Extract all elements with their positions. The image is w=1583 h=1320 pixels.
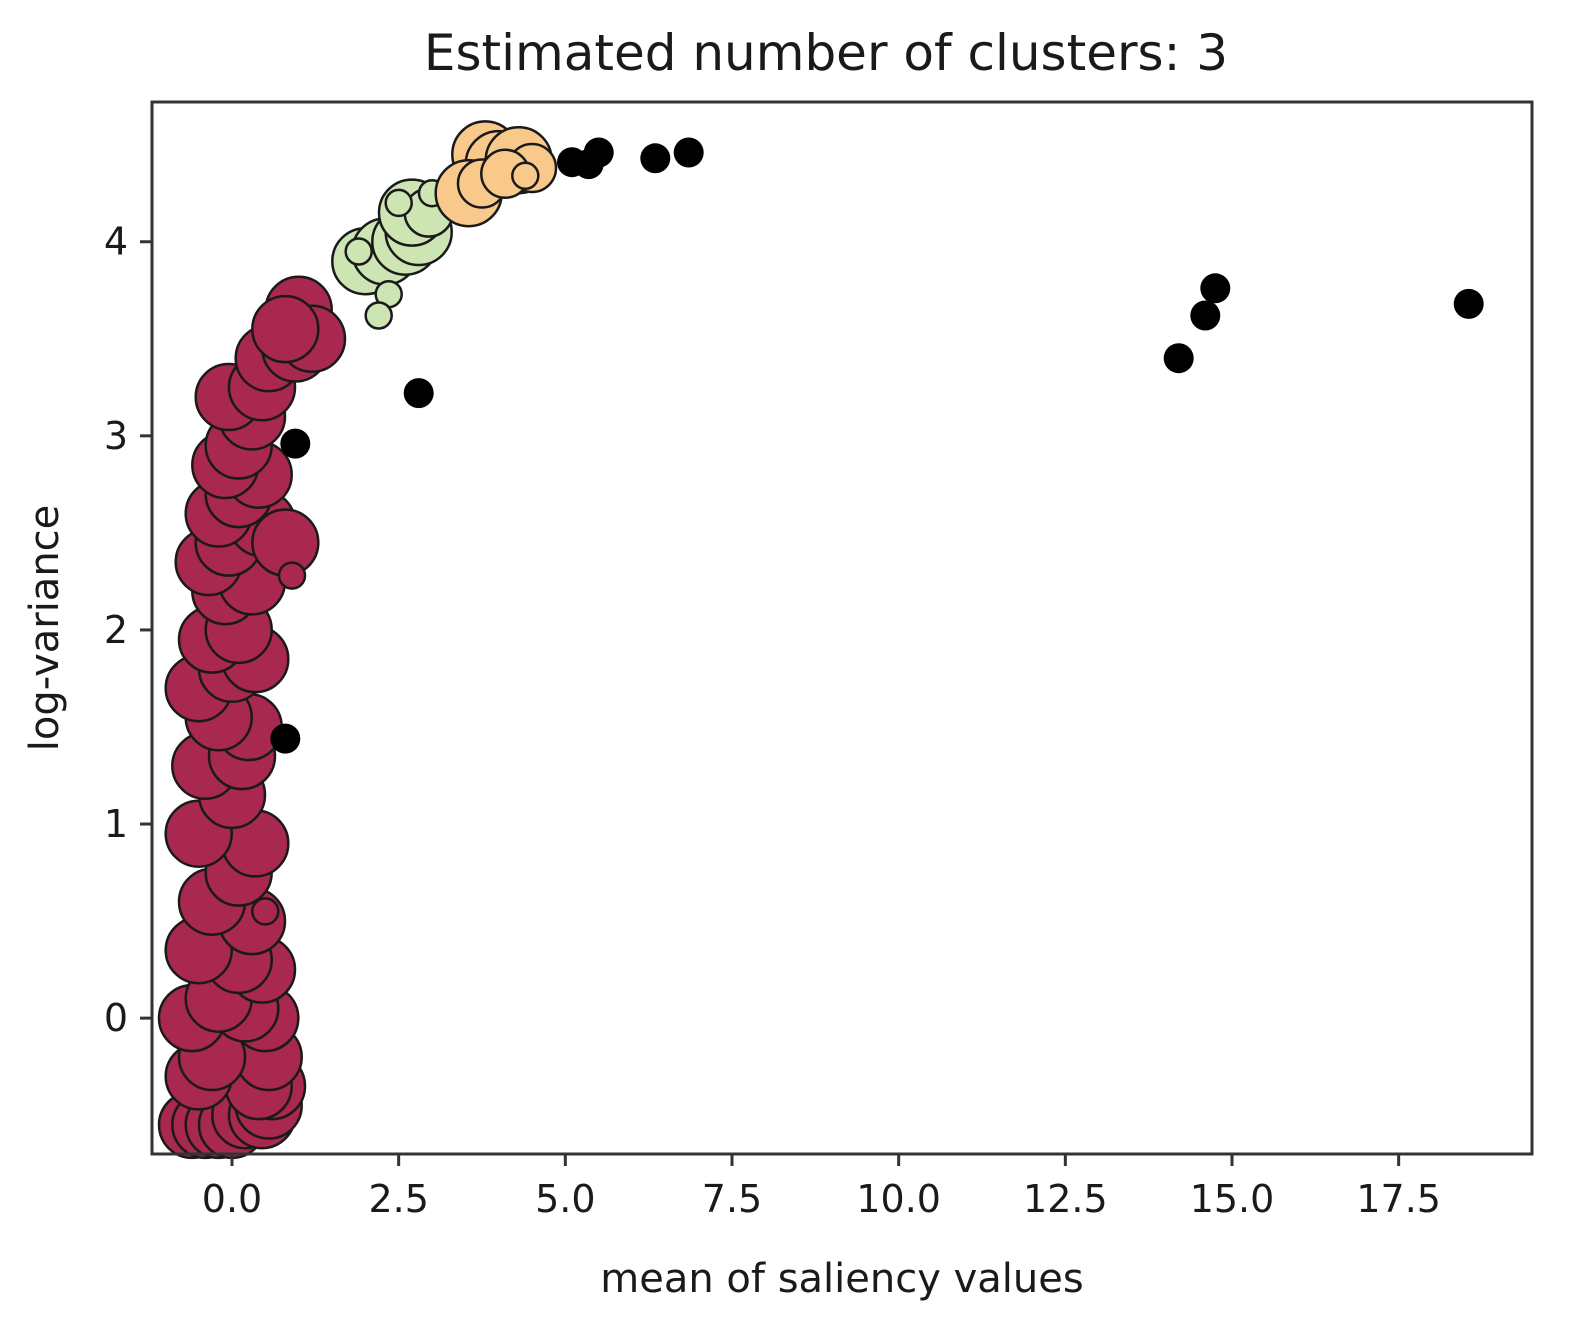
plot-points (157, 120, 1484, 1160)
x-tick-label: 17.5 (1356, 1177, 1441, 1221)
y-tick-label: 1 (104, 802, 128, 846)
cluster-1-point-6 (344, 237, 373, 266)
noise-point-9 (1190, 300, 1221, 331)
x-tick-label: 7.5 (702, 1177, 762, 1221)
cluster-0-point-54 (277, 561, 307, 590)
noise-point-6 (280, 428, 311, 459)
noise-point-2 (583, 137, 614, 168)
chart-title: Estimated number of clusters: 3 (424, 24, 1228, 82)
y-axis-label: log-variance (22, 505, 68, 752)
noise-point-5 (403, 378, 434, 409)
noise-point-10 (1200, 273, 1231, 304)
x-tick-label: 0.0 (202, 1177, 262, 1221)
series-cluster-1 (331, 178, 454, 330)
noise-point-3 (640, 143, 671, 174)
x-tick-label: 15.0 (1190, 1177, 1275, 1221)
noise-point-4 (673, 137, 704, 168)
noise-point-7 (270, 723, 301, 754)
series-cluster-0 (157, 275, 347, 1160)
series-cluster-2 (434, 120, 558, 228)
x-tick-label: 10.0 (856, 1177, 941, 1221)
y-tick-label: 2 (104, 608, 128, 652)
y-tick-label: 3 (104, 414, 128, 458)
x-axis-ticks: 0.0 2.5 5.0 7.5 10.0 12.5 15.0 17.5 (202, 1154, 1441, 1221)
cluster-2-point-7 (511, 161, 540, 191)
series-noise (270, 137, 1484, 754)
cluster-1-point-10 (364, 301, 393, 330)
cluster-0-point-52 (251, 294, 320, 364)
y-tick-label: 0 (104, 996, 128, 1040)
cluster-1-point-7 (384, 188, 413, 218)
x-tick-label: 12.5 (1023, 1177, 1108, 1221)
x-tick-label: 5.0 (535, 1177, 595, 1221)
y-axis-ticks: 0 1 2 3 4 (104, 220, 152, 1040)
cluster-0-point-53 (251, 897, 280, 926)
x-tick-label: 2.5 (368, 1177, 428, 1221)
y-tick-label: 4 (104, 220, 128, 264)
noise-point-8 (1163, 343, 1194, 374)
plot-frame (150, 100, 1534, 1156)
x-axis-label: mean of saliency values (600, 1256, 1083, 1302)
noise-point-11 (1453, 288, 1484, 319)
